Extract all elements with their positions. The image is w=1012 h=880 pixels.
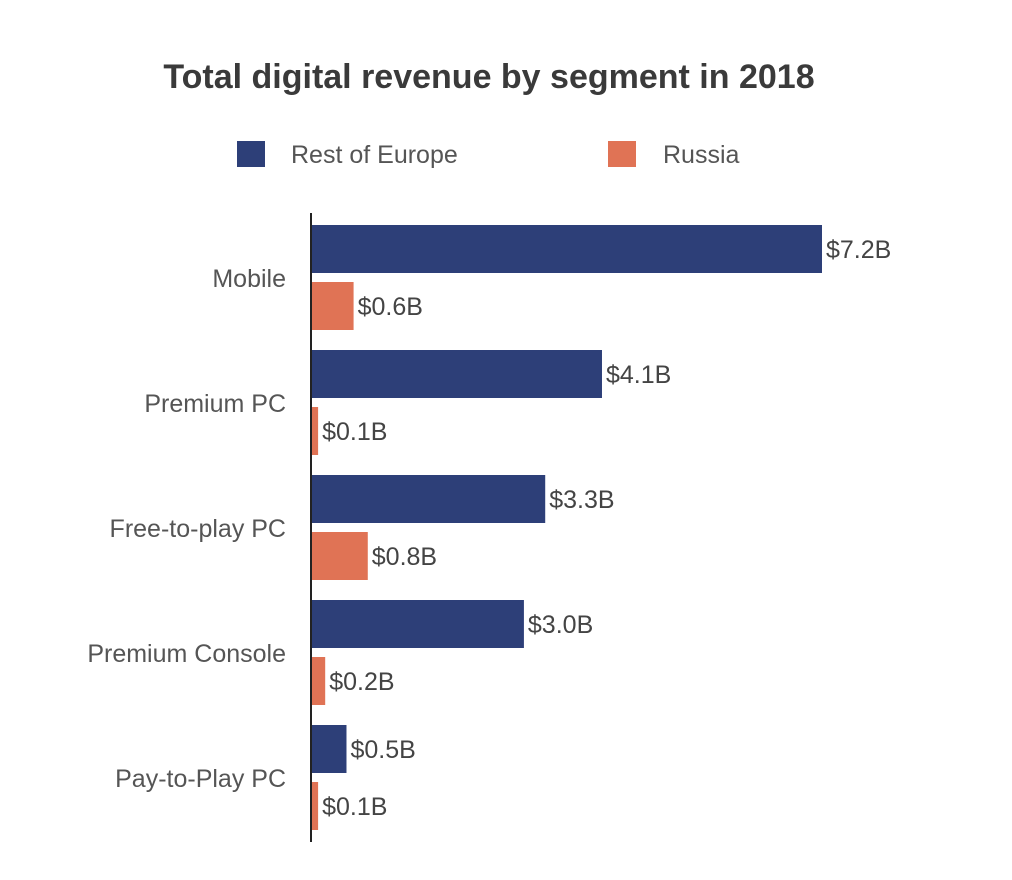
- bar-rest-of-europe: [311, 600, 524, 648]
- category-label: Mobile: [212, 265, 286, 293]
- chart-title: Total digital revenue by segment in 2018: [163, 58, 814, 96]
- category-label: Premium PC: [144, 390, 286, 418]
- data-label: $0.2B: [329, 668, 394, 696]
- data-label: $0.1B: [322, 793, 387, 821]
- data-label: $3.0B: [528, 611, 593, 639]
- legend: Rest of Europe Russia: [237, 141, 740, 169]
- plot-area: Mobile $7.2B $0.6B Premium PC $4.1B $0.1B Free…: [87, 225, 891, 830]
- bar-russia: [311, 407, 319, 455]
- bar-rest-of-europe: [311, 475, 546, 523]
- data-label: $0.5B: [350, 736, 415, 764]
- bar-russia: [311, 532, 368, 580]
- data-label: $0.8B: [372, 543, 437, 571]
- data-label: $4.1B: [606, 361, 671, 389]
- data-label: $0.6B: [358, 293, 423, 321]
- data-label: $3.3B: [549, 486, 614, 514]
- legend-label-rest-of-europe: Rest of Europe: [291, 141, 458, 169]
- category-label: Free-to-play PC: [110, 515, 286, 543]
- bar-russia: [311, 282, 354, 330]
- bar-russia: [311, 782, 319, 830]
- category-label: Premium Console: [87, 640, 286, 668]
- category-label: Pay-to-Play PC: [115, 765, 286, 793]
- bar-rest-of-europe: [311, 725, 347, 773]
- bar-rest-of-europe: [311, 350, 602, 398]
- bar-rest-of-europe: [311, 225, 822, 273]
- bar-russia: [311, 657, 326, 705]
- data-label: $7.2B: [826, 236, 891, 264]
- legend-label-russia: Russia: [663, 141, 740, 169]
- legend-swatch-russia: [608, 141, 636, 167]
- data-label: $0.1B: [322, 418, 387, 446]
- legend-swatch-rest-of-europe: [237, 141, 265, 167]
